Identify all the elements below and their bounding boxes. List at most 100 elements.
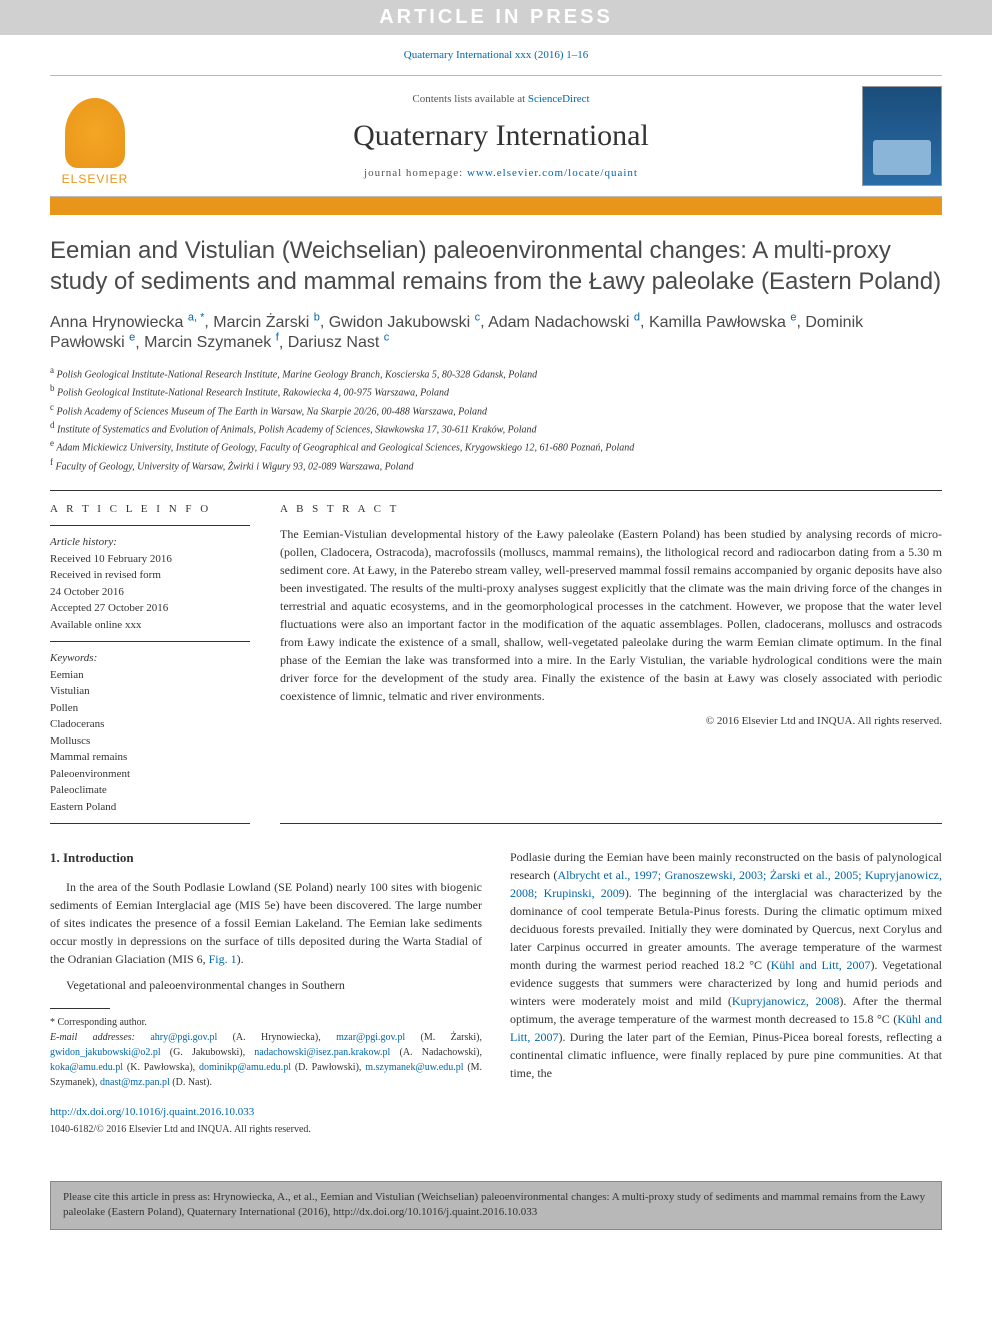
elsevier-label: ELSEVIER xyxy=(62,172,129,186)
keyword: Vistulian xyxy=(50,683,250,700)
homepage-line: journal homepage: www.elsevier.com/locat… xyxy=(140,167,862,179)
author: Adam Nadachowski d xyxy=(488,314,640,331)
abstract-text: The Eemian-Vistulian developmental histo… xyxy=(280,525,942,705)
author-sup-link[interactable]: e xyxy=(790,311,796,323)
doi-line: http://dx.doi.org/10.1016/j.quaint.2016.… xyxy=(50,1104,482,1121)
email-who: (D. Nast) xyxy=(172,1077,209,1088)
author: Anna Hrynowiecka a, * xyxy=(50,314,204,331)
author-sup-link[interactable]: b xyxy=(314,311,320,323)
top-journal-citation: Quaternary International xxx (2016) 1–16 xyxy=(0,35,992,75)
article-info-label: A R T I C L E I N F O xyxy=(50,503,250,515)
authors-list: Anna Hrynowiecka a, *, Marcin Żarski b, … xyxy=(50,311,942,352)
author-sup-link[interactable]: c xyxy=(475,311,481,323)
keyword: Molluscs xyxy=(50,733,250,750)
ref-kuhl-litt-1[interactable]: Kühl and Litt, 2007 xyxy=(771,958,871,972)
author: Marcin Szymanek f xyxy=(144,334,279,351)
keyword: Pollen xyxy=(50,700,250,717)
keywords-label: Keywords: xyxy=(50,650,250,667)
keyword: Paleoclimate xyxy=(50,782,250,799)
history-line: Received 10 February 2016 xyxy=(50,551,250,568)
homepage-link[interactable]: www.elsevier.com/locate/quaint xyxy=(467,167,638,179)
article-history-block: Article history: Received 10 February 20… xyxy=(50,525,250,642)
journal-title: Quaternary International xyxy=(140,119,862,153)
intro-paragraph-cont: Podlasie during the Eemian have been mai… xyxy=(510,848,942,1082)
abstract-label: A B S T R A C T xyxy=(280,503,942,515)
history-line: Available online xxx xyxy=(50,617,250,634)
sciencedirect-link[interactable]: ScienceDirect xyxy=(528,93,590,105)
footnotes: * Corresponding author. E-mail addresses… xyxy=(50,1015,482,1090)
author-sup-link[interactable]: e xyxy=(129,332,135,344)
email-link[interactable]: koka@amu.edu.pl xyxy=(50,1062,123,1073)
email-link[interactable]: m.szymanek@uw.edu.pl xyxy=(365,1062,463,1073)
email-who: (A. Hrynowiecka) xyxy=(233,1032,319,1043)
rp-e: ). During the later part of the Eemian, … xyxy=(510,1030,942,1080)
email-link[interactable]: nadachowski@isez.pan.krakow.pl xyxy=(254,1047,390,1058)
keywords-block: Keywords: EemianVistulianPollenCladocera… xyxy=(50,642,250,824)
email-link[interactable]: gwidon_jakubowski@o2.pl xyxy=(50,1047,161,1058)
author: Gwidon Jakubowski c xyxy=(329,314,480,331)
contents-line: Contents lists available at ScienceDirec… xyxy=(140,93,862,105)
ref-kupryjanowicz[interactable]: Kupryjanowicz, 2008 xyxy=(732,994,840,1008)
info-abstract-row: A R T I C L E I N F O Article history: R… xyxy=(50,490,942,824)
keyword: Mammal remains xyxy=(50,749,250,766)
email-who: (K. Pawłowska) xyxy=(127,1062,193,1073)
author: Marcin Żarski b xyxy=(213,314,320,331)
keyword: Eastern Poland xyxy=(50,799,250,816)
keyword: Cladocerans xyxy=(50,716,250,733)
article-info-column: A R T I C L E I N F O Article history: R… xyxy=(50,503,250,824)
article-content: Eemian and Vistulian (Weichselian) paleo… xyxy=(0,215,992,1167)
affiliations-list: a Polish Geological Institute-National R… xyxy=(50,364,942,474)
article-title: Eemian and Vistulian (Weichselian) paleo… xyxy=(50,235,942,297)
elsevier-tree-icon xyxy=(65,98,125,168)
affiliation: f Faculty of Geology, University of Wars… xyxy=(50,456,942,474)
issn-line: 1040-6182/© 2016 Elsevier Ltd and INQUA.… xyxy=(50,1122,482,1137)
email-who: (A. Nadachowski) xyxy=(400,1047,480,1058)
orange-divider-bar xyxy=(50,197,942,215)
author: Kamilla Pawłowska e xyxy=(649,314,797,331)
doi-link[interactable]: http://dx.doi.org/10.1016/j.quaint.2016.… xyxy=(50,1106,254,1118)
affiliation: e Adam Mickiewicz University, Institute … xyxy=(50,437,942,455)
elsevier-logo[interactable]: ELSEVIER xyxy=(50,86,140,186)
email-who: (G. Jakubowski) xyxy=(170,1047,243,1058)
intro-p1-end: ). xyxy=(237,952,244,966)
affiliation: a Polish Geological Institute-National R… xyxy=(50,364,942,382)
copyright-line: © 2016 Elsevier Ltd and INQUA. All right… xyxy=(280,715,942,727)
intro-p1-text: In the area of the South Podlasie Lowlan… xyxy=(50,880,482,966)
section-heading-intro: 1. Introduction xyxy=(50,848,482,868)
footnote-rule xyxy=(50,1008,110,1009)
contents-prefix: Contents lists available at xyxy=(412,93,527,105)
homepage-prefix: journal homepage: xyxy=(364,167,467,179)
intro-paragraph-2: Vegetational and paleoenvironmental chan… xyxy=(50,976,482,994)
affiliation: b Polish Geological Institute-National R… xyxy=(50,382,942,400)
author-sup-link[interactable]: d xyxy=(634,311,640,323)
article-in-press-banner: ARTICLE IN PRESS xyxy=(0,0,992,35)
author-sup-link[interactable]: a, * xyxy=(188,311,205,323)
intro-paragraph-1: In the area of the South Podlasie Lowlan… xyxy=(50,878,482,968)
history-line: 24 October 2016 xyxy=(50,584,250,601)
history-label: Article history: xyxy=(50,534,250,551)
author-sup-link[interactable]: f xyxy=(276,332,279,344)
history-line: Accepted 27 October 2016 xyxy=(50,600,250,617)
keyword: Paleoenvironment xyxy=(50,766,250,783)
email-link[interactable]: ahry@pgi.gov.pl xyxy=(150,1032,217,1043)
body-left-column: 1. Introduction In the area of the South… xyxy=(50,848,482,1137)
keyword: Eemian xyxy=(50,667,250,684)
email-who: (M. Żarski) xyxy=(421,1032,480,1043)
body-columns: 1. Introduction In the area of the South… xyxy=(50,848,942,1137)
affiliation: c Polish Academy of Sciences Museum of T… xyxy=(50,401,942,419)
email-link[interactable]: dominikp@amu.edu.pl xyxy=(199,1062,291,1073)
email-label: E-mail addresses: xyxy=(50,1032,135,1043)
abstract-column: A B S T R A C T The Eemian-Vistulian dev… xyxy=(280,503,942,824)
journal-cover-thumbnail[interactable] xyxy=(862,86,942,186)
fig1-link[interactable]: Fig. 1 xyxy=(209,952,237,966)
history-line: Received in revised form xyxy=(50,567,250,584)
email-link[interactable]: mzar@pgi.gov.pl xyxy=(336,1032,405,1043)
journal-header: ELSEVIER Contents lists available at Sci… xyxy=(50,75,942,197)
author: Dariusz Nast c xyxy=(288,334,390,351)
author-sup-link[interactable]: c xyxy=(384,332,390,344)
email-who: (D. Pawłowski) xyxy=(295,1062,359,1073)
header-center: Contents lists available at ScienceDirec… xyxy=(140,93,862,179)
body-right-column: Podlasie during the Eemian have been mai… xyxy=(510,848,942,1137)
email-link[interactable]: dnast@mz.pan.pl xyxy=(100,1077,170,1088)
please-cite-box: Please cite this article in press as: Hr… xyxy=(50,1181,942,1230)
